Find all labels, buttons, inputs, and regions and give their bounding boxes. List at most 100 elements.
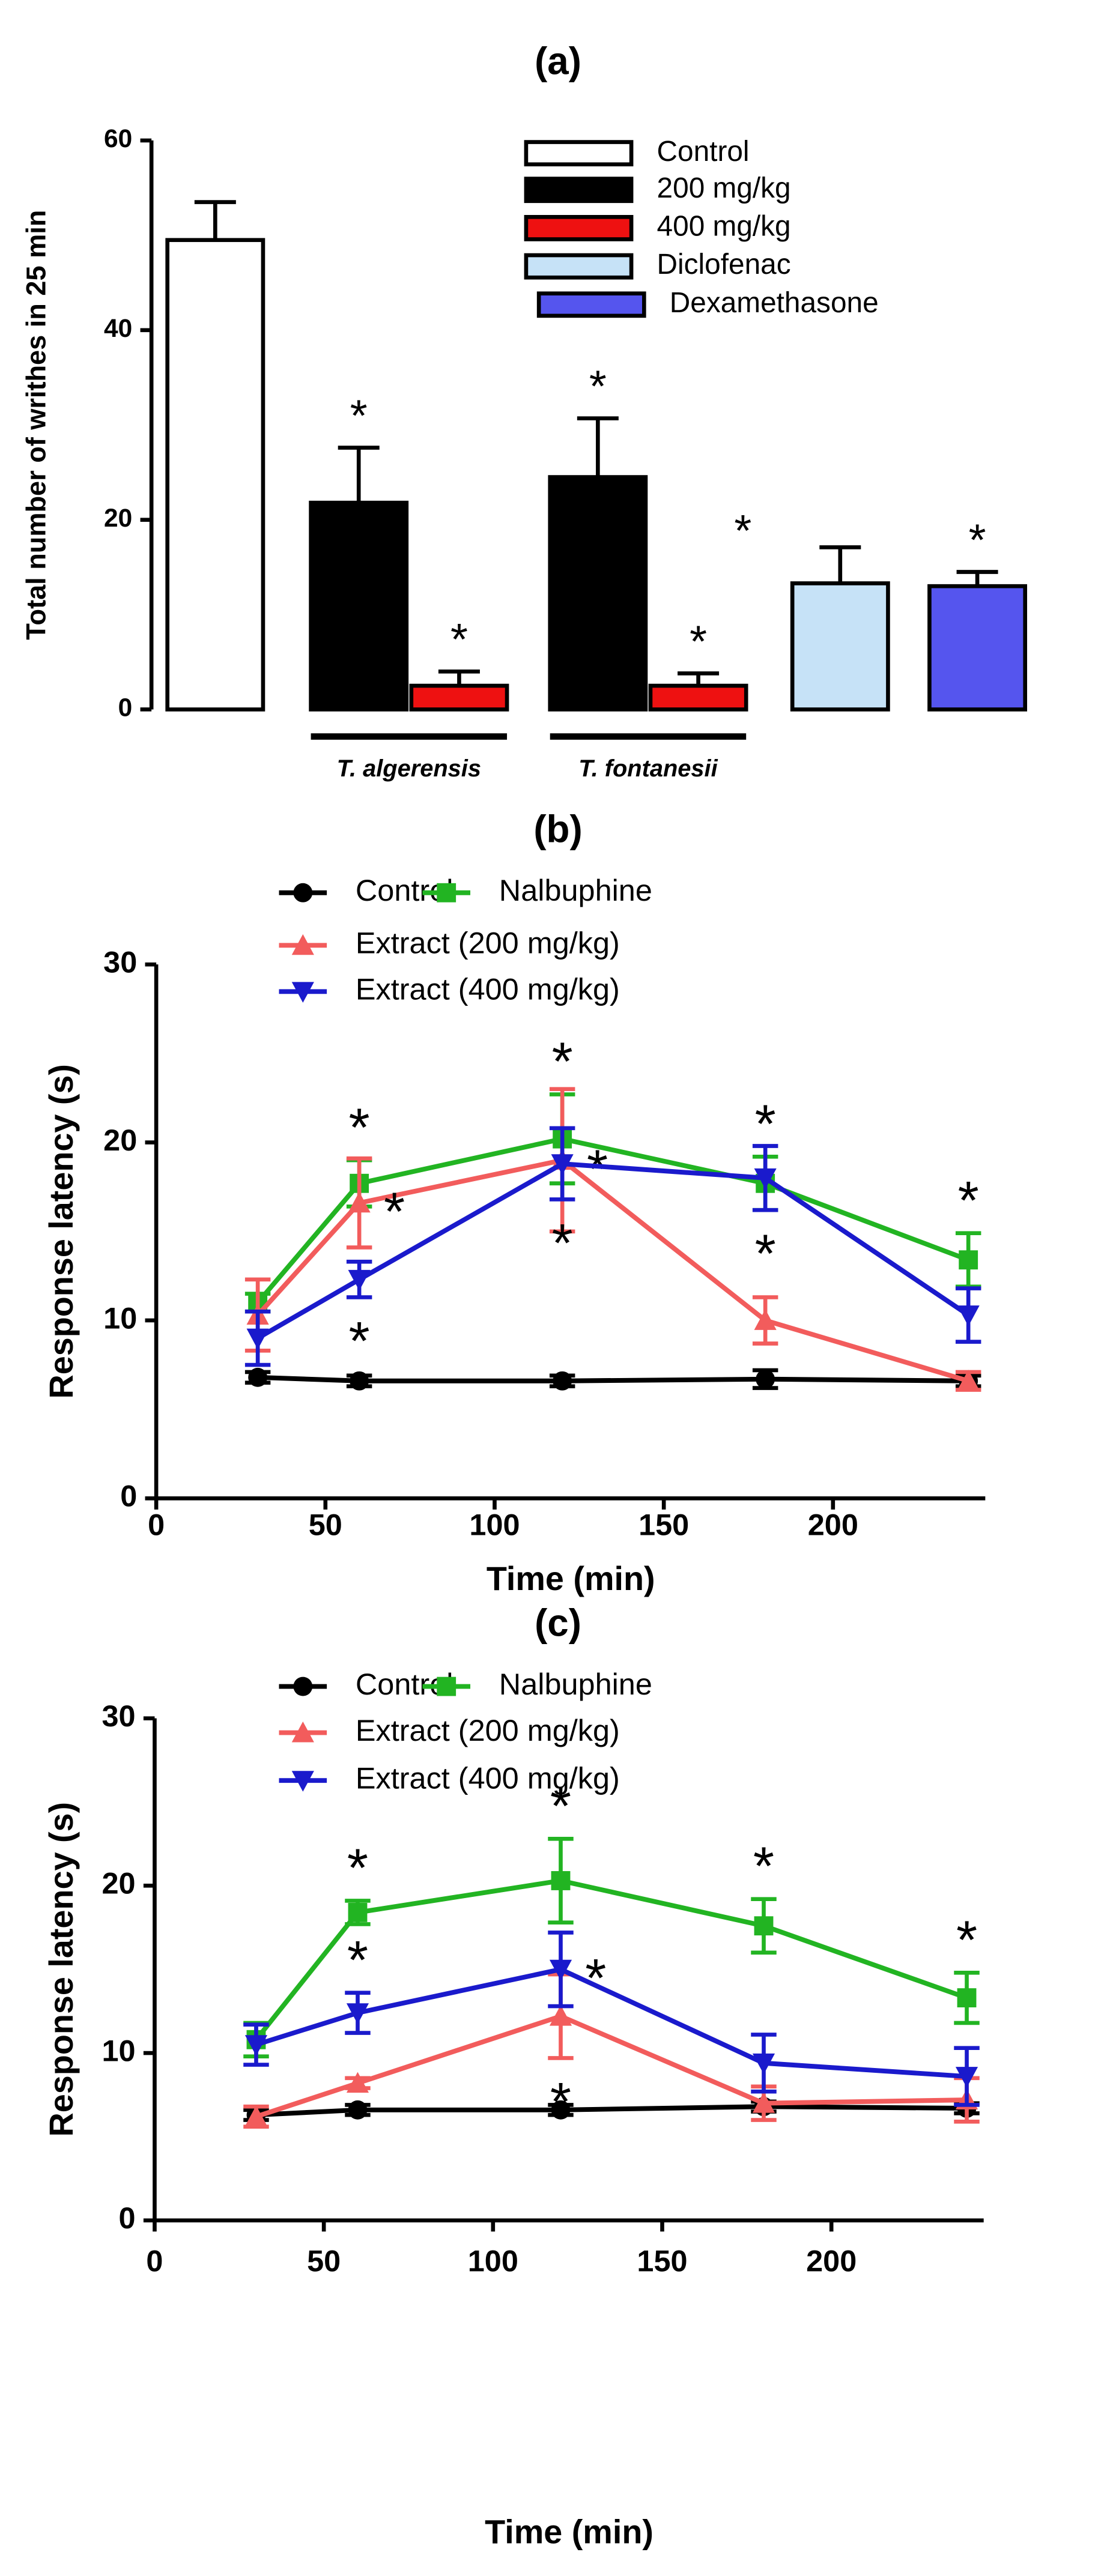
data-point [957, 1370, 980, 1391]
y-tick-label: 30 [102, 1699, 136, 1733]
data-point [348, 1191, 371, 1213]
x-tick-label: 150 [637, 2244, 687, 2278]
significance-marker: * [734, 506, 751, 555]
data-point [246, 1328, 269, 1350]
y-tick-label: 60 [104, 124, 132, 153]
significance-marker: * [552, 1213, 573, 1274]
legend-marker [291, 1771, 314, 1792]
data-point [549, 2005, 572, 2026]
group-label: T. fontanesii [578, 755, 718, 782]
legend-marker [291, 934, 314, 955]
group-label: T. algerensis [337, 755, 481, 782]
legend-marker [437, 1677, 456, 1696]
y-tick-label: 20 [103, 1123, 137, 1157]
bar [927, 584, 1028, 712]
legend-label: Extract (400 mg/kg) [356, 972, 620, 1006]
legend-swatch [536, 291, 646, 318]
bar [648, 683, 748, 712]
chart-title: (c) [535, 1602, 581, 1645]
y-tick-label: 20 [104, 504, 132, 532]
data-point [756, 1369, 775, 1389]
x-tick-label: 0 [146, 2244, 163, 2278]
legend-marker [293, 883, 313, 903]
data-point [959, 1250, 978, 1270]
y-tick-label: 10 [103, 1301, 137, 1335]
significance-marker: * [956, 1909, 977, 1970]
y-axis-label: Response latency (s) [43, 1064, 80, 1399]
bar [409, 683, 509, 712]
legend-marker [291, 1721, 314, 1743]
significance-marker: * [349, 1311, 370, 1371]
bar [165, 238, 265, 712]
legend-label: 200 mg/kg [657, 172, 791, 204]
data-point [955, 2067, 978, 2088]
y-tick-label: 0 [118, 694, 133, 722]
significance-marker: * [552, 1032, 573, 1092]
y-tick-label: 30 [103, 945, 137, 979]
legend-label: 400 mg/kg [657, 211, 791, 243]
data-point [244, 2105, 268, 2126]
data-point [348, 1903, 368, 1922]
x-tick-label: 200 [808, 1507, 858, 1541]
data-point [348, 1269, 371, 1291]
data-point [346, 2003, 369, 2024]
significance-marker: * [690, 616, 707, 666]
significance-marker: * [550, 1776, 571, 1836]
significance-marker: * [755, 1224, 776, 1284]
data-point [553, 1371, 572, 1391]
legend-label: Dexamethasone [670, 287, 879, 319]
legend-swatch [524, 253, 634, 280]
x-tick-label: 0 [148, 1507, 165, 1541]
significance-marker: * [350, 390, 368, 440]
legend-label: Diclofenac [657, 249, 791, 280]
significance-marker: * [450, 614, 468, 664]
x-tick-label: 200 [806, 2244, 857, 2278]
legend-label: Extract (400 mg/kg) [356, 1761, 620, 1795]
legend-label: Extract (200 mg/kg) [356, 926, 620, 960]
legend-label: Nalbuphine [499, 873, 652, 907]
x-tick-label: 50 [307, 2244, 341, 2278]
y-tick-label: 20 [102, 1866, 136, 1900]
x-tick-label: 100 [468, 2244, 518, 2278]
legend-swatch [524, 215, 634, 241]
bar [790, 581, 890, 712]
data-point [551, 2100, 571, 2120]
data-point [346, 2072, 369, 2093]
data-point [754, 1916, 774, 1936]
significance-marker: * [589, 361, 607, 411]
x-axis-label: Time (min) [485, 2513, 654, 2550]
x-tick-label: 50 [309, 1507, 342, 1541]
significance-marker: * [958, 1170, 979, 1231]
x-axis-label: Time (min) [487, 1560, 655, 1597]
significance-marker: * [969, 515, 986, 564]
data-point [348, 2100, 368, 2120]
data-point [551, 1154, 574, 1175]
x-tick-label: 150 [638, 1507, 689, 1541]
legend-label: Control [657, 136, 750, 168]
legend-label: Extract (200 mg/kg) [356, 1713, 620, 1747]
y-tick-label: 0 [119, 2201, 136, 2235]
legend-marker [293, 1677, 313, 1696]
data-point [248, 1367, 268, 1387]
y-axis-label: Response latency (s) [43, 1802, 80, 2137]
bar [309, 500, 409, 712]
legend-label: Nalbuphine [499, 1667, 652, 1701]
chart-title: (a) [535, 40, 581, 82]
data-point [244, 2035, 268, 2056]
bar [548, 475, 648, 712]
y-tick-label: 40 [104, 314, 132, 342]
significance-marker: * [384, 1181, 405, 1242]
data-point [549, 1959, 572, 1981]
legend-marker [291, 982, 314, 1003]
data-point [350, 1371, 369, 1391]
significance-marker: * [585, 1948, 606, 2009]
data-point [551, 1871, 571, 1890]
y-tick-label: 10 [102, 2033, 136, 2067]
significance-marker: * [349, 1097, 370, 1158]
y-tick-label: 0 [120, 1479, 137, 1513]
significance-marker: * [550, 2072, 571, 2132]
data-point [752, 2092, 775, 2113]
data-point [754, 1168, 777, 1190]
data-point [957, 1305, 980, 1326]
